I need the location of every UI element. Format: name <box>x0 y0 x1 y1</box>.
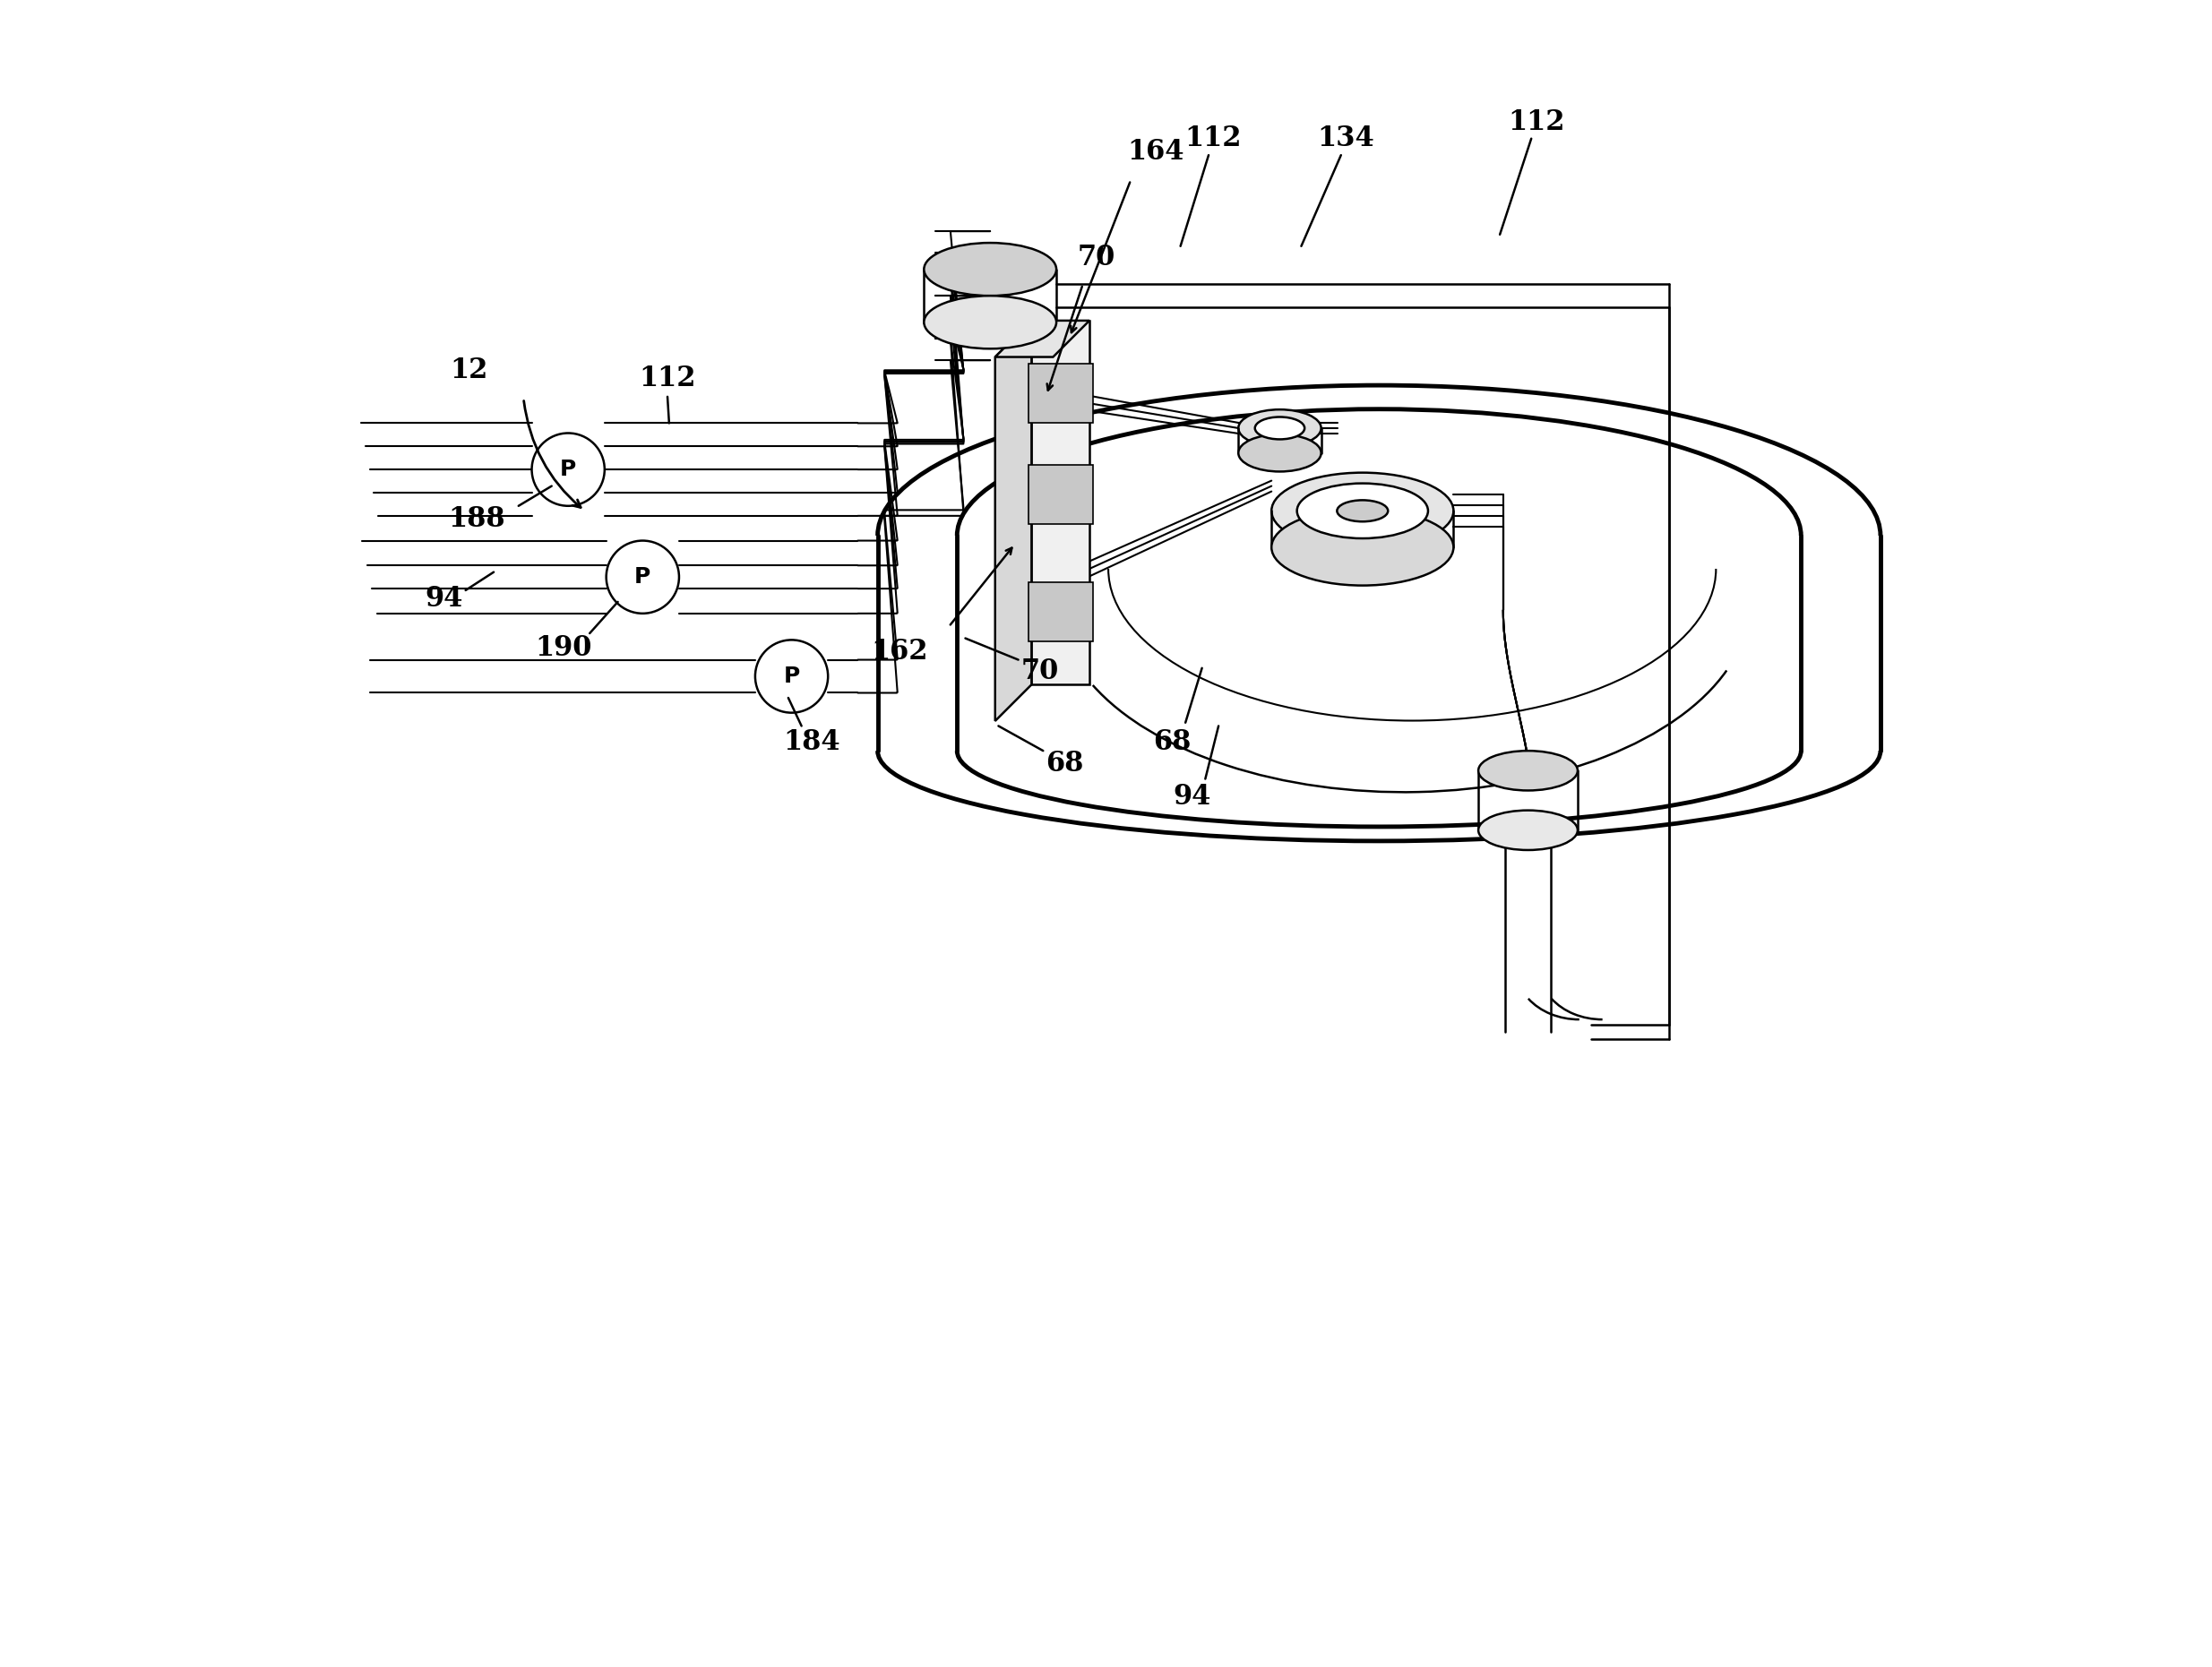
Ellipse shape <box>1478 810 1577 850</box>
Polygon shape <box>995 320 1091 357</box>
Text: 184: 184 <box>783 728 841 757</box>
Polygon shape <box>1029 465 1093 523</box>
Ellipse shape <box>1272 473 1453 548</box>
Circle shape <box>606 540 679 613</box>
Ellipse shape <box>1239 435 1321 472</box>
Polygon shape <box>1031 320 1091 685</box>
Text: 188: 188 <box>449 505 507 533</box>
Circle shape <box>531 433 604 505</box>
Text: 112: 112 <box>639 365 697 392</box>
Text: P: P <box>560 458 577 480</box>
Text: 68: 68 <box>1046 750 1084 778</box>
Text: 70: 70 <box>1077 243 1115 272</box>
Text: 94: 94 <box>1172 783 1210 810</box>
Ellipse shape <box>925 243 1057 295</box>
Text: 112: 112 <box>1509 108 1564 137</box>
Text: 94: 94 <box>425 585 462 612</box>
Text: 190: 190 <box>535 635 591 662</box>
Text: 162: 162 <box>872 637 927 665</box>
Ellipse shape <box>1239 410 1321 447</box>
Text: 68: 68 <box>1152 728 1192 757</box>
Polygon shape <box>1029 582 1093 642</box>
Polygon shape <box>1029 363 1093 423</box>
Text: 134: 134 <box>1318 125 1374 152</box>
Ellipse shape <box>925 295 1057 348</box>
Circle shape <box>754 640 827 713</box>
Text: P: P <box>635 567 650 588</box>
Text: 12: 12 <box>449 357 489 383</box>
Text: 70: 70 <box>1022 657 1060 685</box>
Ellipse shape <box>1336 500 1387 522</box>
Polygon shape <box>995 320 1031 722</box>
Text: P: P <box>783 665 801 687</box>
Ellipse shape <box>1254 417 1305 440</box>
Ellipse shape <box>1272 508 1453 585</box>
Text: 112: 112 <box>1186 125 1241 152</box>
Ellipse shape <box>1478 750 1577 790</box>
Ellipse shape <box>1296 483 1429 538</box>
Text: 164: 164 <box>1128 138 1183 165</box>
